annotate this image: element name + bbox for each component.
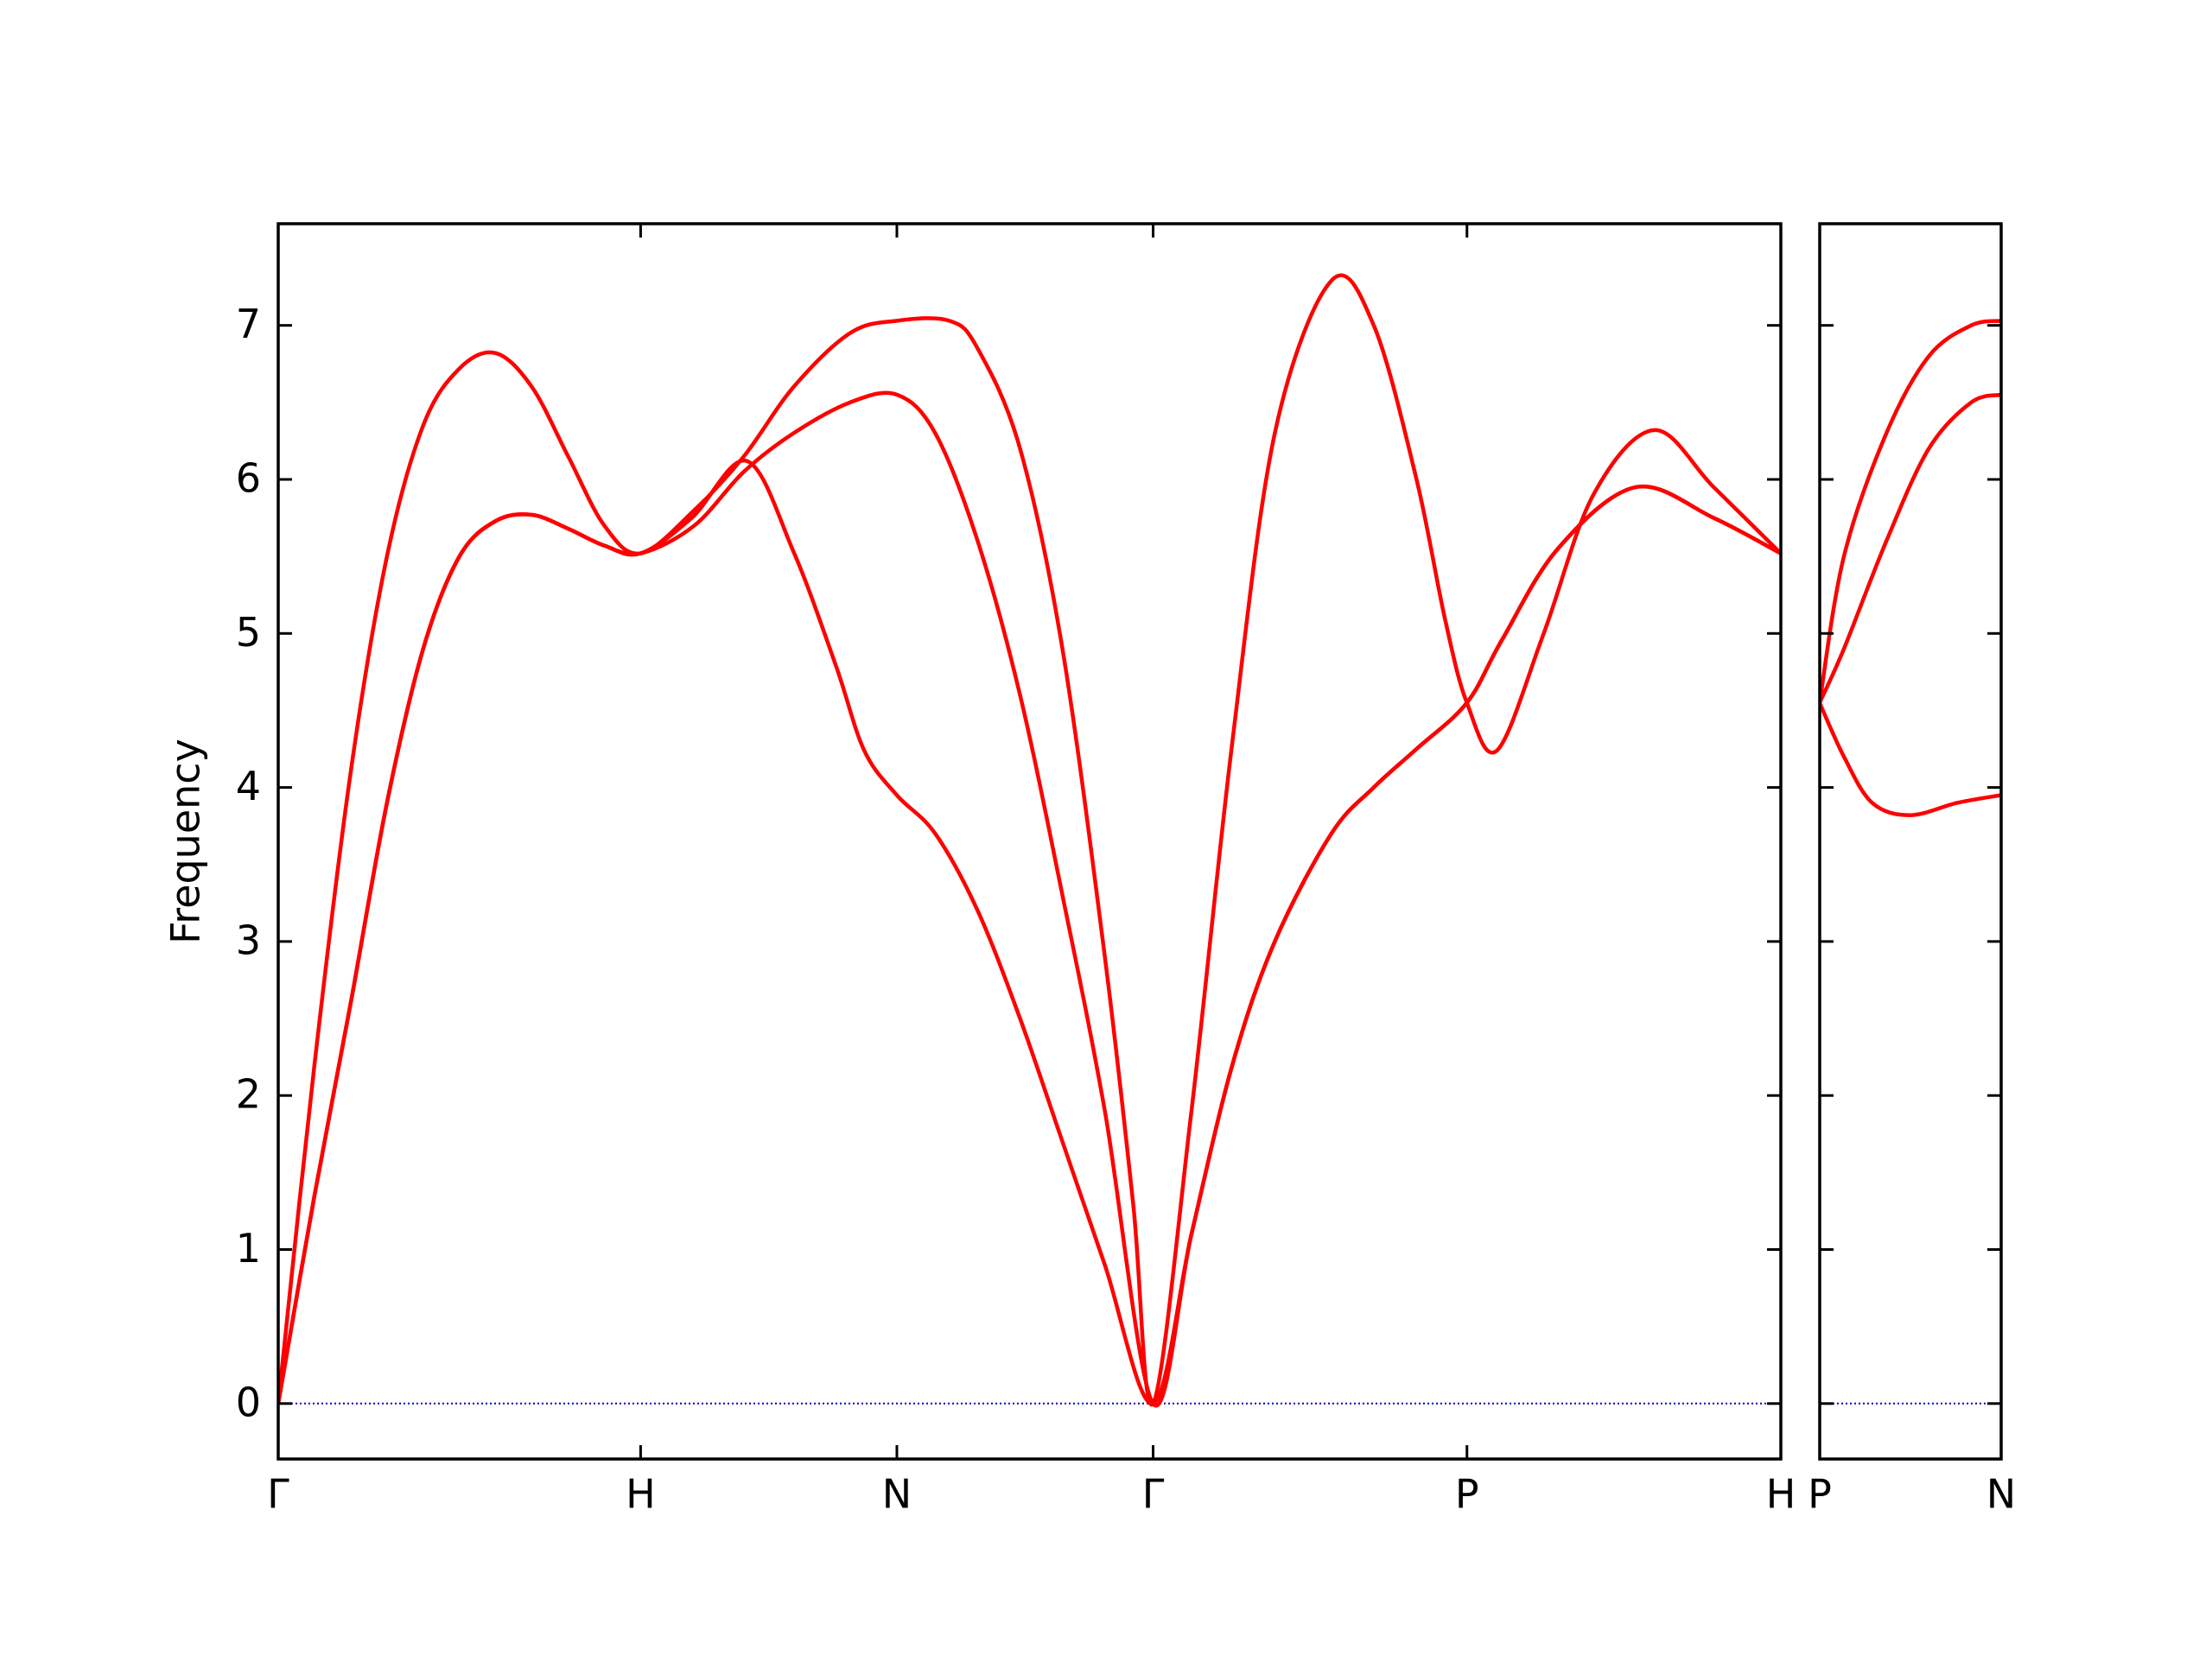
band-line bbox=[278, 390, 1781, 1408]
x-tick-label: H bbox=[626, 1471, 656, 1518]
x-tick-label: H bbox=[1766, 1471, 1796, 1518]
y-tick-label: 2 bbox=[236, 1071, 261, 1118]
band-line bbox=[1820, 701, 2001, 817]
x-tick-label: N bbox=[1986, 1471, 2016, 1518]
band-line bbox=[1820, 392, 2001, 704]
plot-frame bbox=[276, 222, 1783, 1461]
x-tick-label: Γ bbox=[1142, 1471, 1165, 1518]
y-tick-label: 6 bbox=[236, 454, 261, 501]
x-tick-label: N bbox=[882, 1471, 912, 1518]
x-tick-label: Γ bbox=[267, 1471, 289, 1518]
plot-frame bbox=[1818, 222, 2003, 1461]
y-tick-label: 0 bbox=[236, 1379, 261, 1425]
y-tick-label: 1 bbox=[236, 1225, 261, 1272]
y-tick-label: 4 bbox=[236, 763, 261, 809]
x-tick-label: P bbox=[1808, 1471, 1832, 1518]
band-line bbox=[278, 273, 1781, 1407]
band-line bbox=[1820, 319, 2001, 703]
x-tick-label: P bbox=[1455, 1471, 1479, 1518]
y-tick-label: 7 bbox=[236, 301, 261, 347]
y-axis-label: Frequency bbox=[162, 739, 209, 944]
y-tick-label: 5 bbox=[236, 609, 261, 656]
y-tick-label: 3 bbox=[236, 917, 261, 963]
